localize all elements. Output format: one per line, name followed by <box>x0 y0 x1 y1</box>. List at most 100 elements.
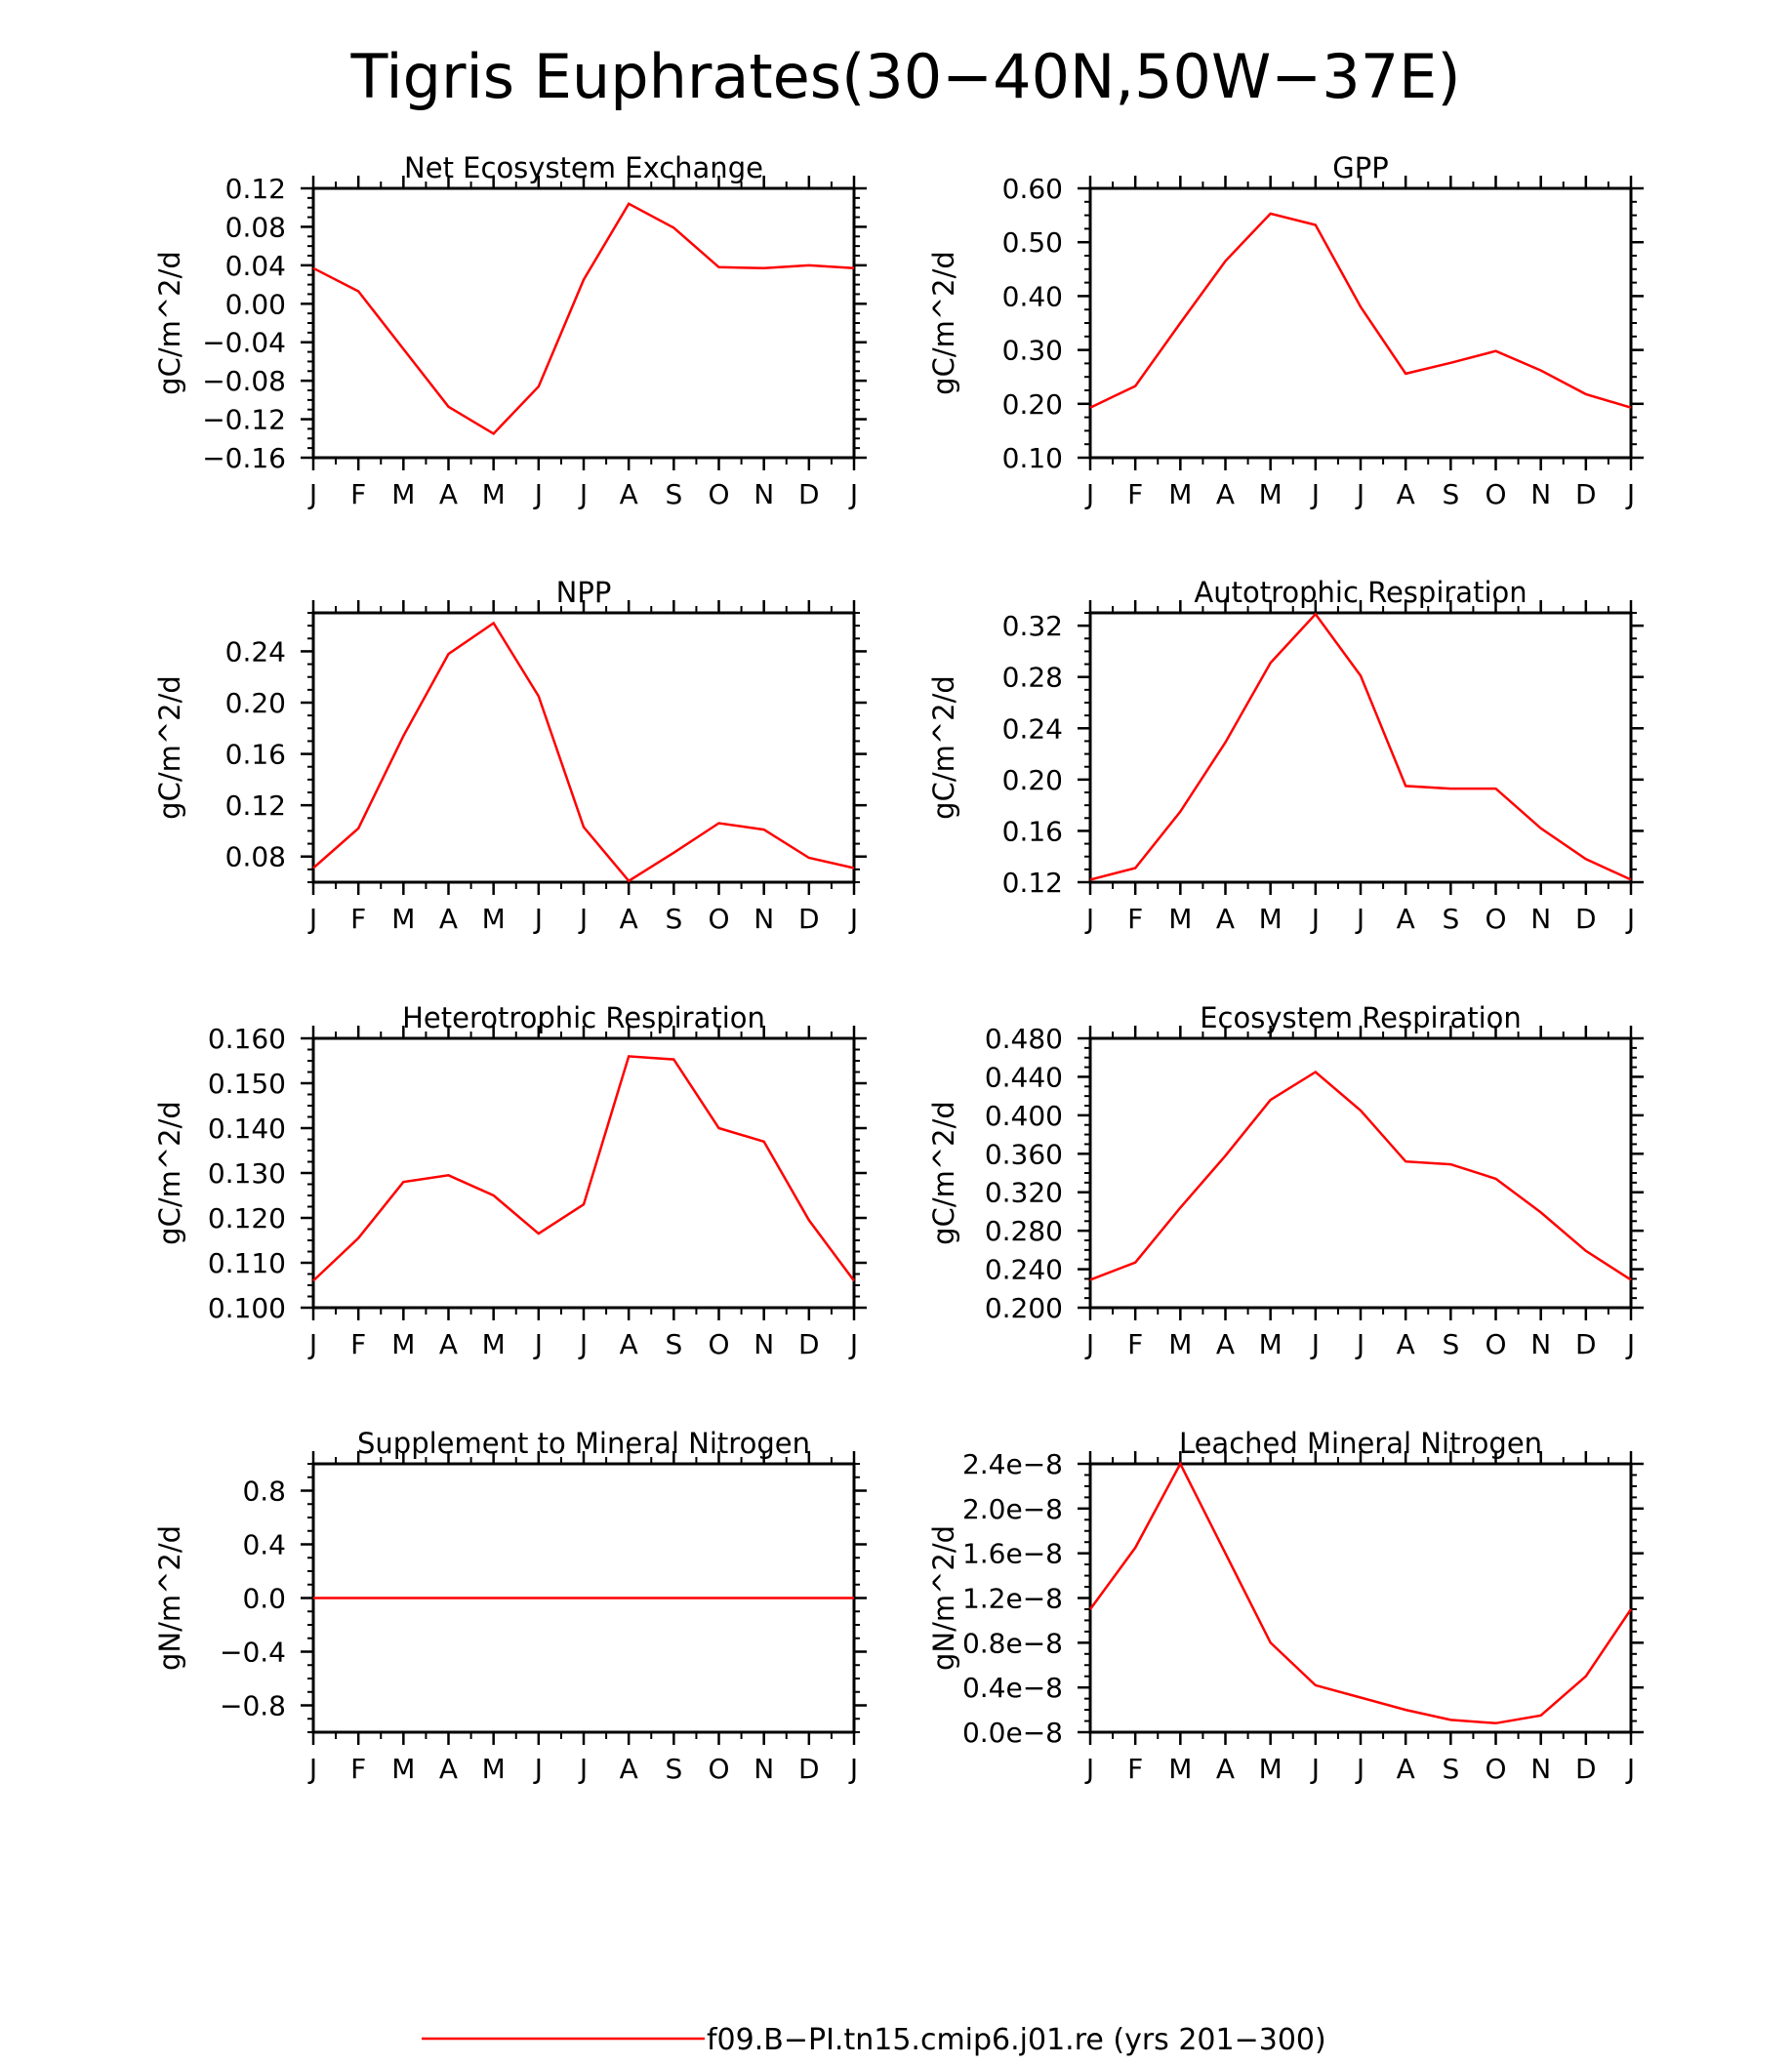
x-tick-label: J <box>1084 1753 1094 1785</box>
series-line <box>312 202 855 435</box>
x-tick-label: J <box>848 478 858 510</box>
series-line <box>1089 212 1632 409</box>
y-tick-label: −0.16 <box>202 442 286 474</box>
legend-label: f09.B−PI.tn15.cmip6.j01.re (yrs 201−300) <box>707 2023 1326 2057</box>
legend: f09.B−PI.tn15.cmip6.j01.re (yrs 201−300) <box>422 2023 1326 2057</box>
y-tick-label: 0.28 <box>1002 662 1063 694</box>
y-tick-label: 0.60 <box>1002 173 1063 205</box>
y-tick-label: −0.12 <box>202 404 286 436</box>
x-tick-label: J <box>1355 478 1364 510</box>
x-tick-label: F <box>350 1753 366 1785</box>
y-tick-label: 0.04 <box>225 250 286 282</box>
y-tick-label: 0.24 <box>225 635 286 668</box>
y-tick-label: 0.480 <box>985 1023 1063 1055</box>
x-tick-label: D <box>798 1753 820 1785</box>
y-axis-label: gC/m^2/d <box>927 251 960 395</box>
x-tick-label: D <box>798 903 820 935</box>
x-tick-label: M <box>1168 1328 1192 1360</box>
x-tick-label: S <box>665 478 682 510</box>
x-tick-label: A <box>1216 478 1235 510</box>
y-tick-label: 0.30 <box>1002 335 1063 367</box>
y-axis-label: gC/m^2/d <box>153 675 186 820</box>
x-tick-label: A <box>1397 1753 1415 1785</box>
x-tick-label: O <box>1485 903 1506 935</box>
y-tick-label: 0.150 <box>208 1068 286 1100</box>
x-tick-label: S <box>1442 903 1459 935</box>
x-tick-label: A <box>439 1753 458 1785</box>
x-tick-label: J <box>578 903 588 935</box>
y-tick-label: 0.00 <box>225 288 286 320</box>
x-tick-label: J <box>307 903 317 935</box>
y-tick-label: 0.50 <box>1002 226 1063 259</box>
y-tick-label: 1.2e−8 <box>962 1583 1063 1615</box>
x-tick-label: J <box>1625 1328 1635 1360</box>
x-tick-label: J <box>578 478 588 510</box>
x-tick-label: O <box>1485 1328 1506 1360</box>
x-tick-label: M <box>391 903 415 935</box>
y-tick-label: 0.4e−8 <box>962 1672 1063 1704</box>
y-tick-label: 0.24 <box>1002 712 1063 745</box>
x-tick-label: D <box>1575 1753 1597 1785</box>
x-tick-label: A <box>439 478 458 510</box>
y-tick-label: 0.12 <box>225 173 286 205</box>
y-tick-label: −0.04 <box>202 327 286 359</box>
x-tick-label: A <box>1216 903 1235 935</box>
x-tick-label: A <box>439 1328 458 1360</box>
x-tick-label: J <box>1310 1328 1320 1360</box>
y-tick-label: 0.320 <box>985 1177 1063 1209</box>
y-tick-label: 0.240 <box>985 1254 1063 1286</box>
plot-frame <box>1088 611 1633 884</box>
x-tick-label: J <box>1625 478 1635 510</box>
x-tick-label: A <box>1397 1328 1415 1360</box>
y-tick-label: 0.20 <box>225 687 286 719</box>
y-tick-label: 0.120 <box>208 1202 286 1234</box>
y-tick-label: 0.20 <box>1002 388 1063 421</box>
y-tick-label: −0.8 <box>220 1690 286 1722</box>
x-tick-label: S <box>1442 1328 1459 1360</box>
y-tick-label: 0.130 <box>208 1157 286 1190</box>
y-tick-label: 0.8 <box>242 1476 286 1508</box>
y-tick-label: 0.16 <box>1002 815 1063 847</box>
x-tick-label: M <box>482 1328 506 1360</box>
x-tick-label: J <box>578 1753 588 1785</box>
y-tick-label: 0.160 <box>208 1023 286 1055</box>
x-tick-label: O <box>1485 478 1506 510</box>
y-tick-label: 0.12 <box>225 789 286 822</box>
series-line <box>312 1055 856 1282</box>
x-tick-label: J <box>1084 903 1094 935</box>
series-line <box>312 621 855 883</box>
x-tick-label: S <box>1442 1753 1459 1785</box>
x-tick-label: N <box>753 478 774 510</box>
x-tick-label: M <box>1259 1753 1283 1785</box>
x-tick-label: O <box>708 1328 729 1360</box>
y-tick-label: 0.440 <box>985 1061 1063 1093</box>
x-tick-label: A <box>1216 1328 1235 1360</box>
x-tick-label: J <box>307 1328 317 1360</box>
x-tick-label: O <box>708 478 729 510</box>
x-tick-label: D <box>1575 1328 1597 1360</box>
x-tick-label: N <box>1530 478 1551 510</box>
x-tick-label: J <box>1355 903 1364 935</box>
y-tick-label: 0.10 <box>1002 442 1063 474</box>
x-tick-label: N <box>753 1328 774 1360</box>
y-tick-label: 0.200 <box>985 1292 1063 1324</box>
x-tick-label: O <box>708 1753 729 1785</box>
plot-frame <box>1088 1036 1633 1310</box>
x-tick-label: M <box>1259 1328 1283 1360</box>
x-tick-label: J <box>307 478 317 510</box>
x-tick-label: J <box>1355 1328 1364 1360</box>
y-tick-label: 1.6e−8 <box>962 1538 1063 1570</box>
figure-title: Tigris Euphrates(30−40N,50W−37E) <box>349 41 1460 112</box>
x-tick-label: J <box>1355 1753 1364 1785</box>
plot-frame <box>311 611 856 884</box>
x-tick-label: M <box>1259 478 1283 510</box>
plot-frame <box>1088 1462 1633 1734</box>
x-tick-label: F <box>1127 1753 1143 1785</box>
y-tick-label: 0.08 <box>225 841 286 873</box>
y-axis-label: gC/m^2/d <box>153 1101 186 1245</box>
